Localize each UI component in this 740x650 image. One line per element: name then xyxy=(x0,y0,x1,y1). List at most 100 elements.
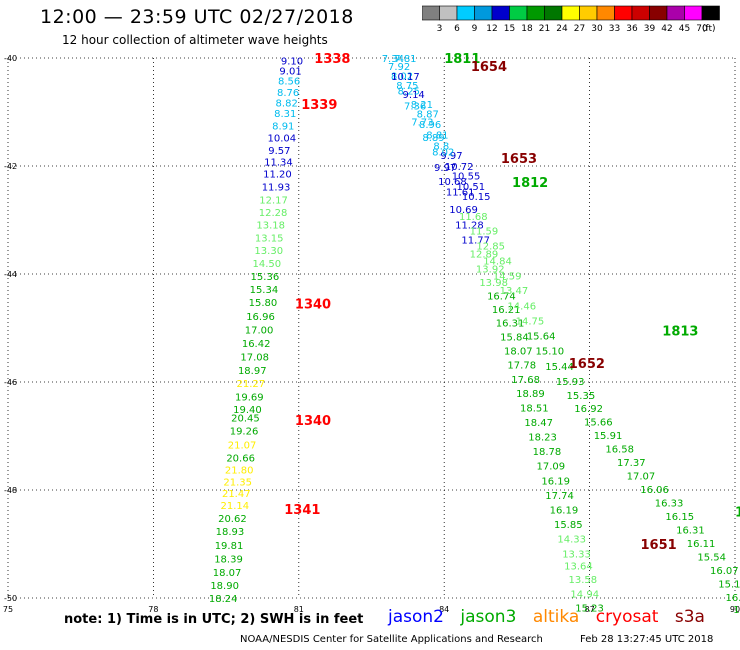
wave-height-point: 16.74 xyxy=(487,292,516,303)
color-bin-unit: (ft) xyxy=(702,24,716,34)
wave-height-point: 20.62 xyxy=(218,514,247,525)
wave-height-point: 10.72 xyxy=(445,162,474,173)
color-bin-label: 45 xyxy=(679,24,690,34)
wave-height-point: 13.30 xyxy=(254,246,283,257)
y-tick-label: -44 xyxy=(4,270,17,279)
wave-height-point: 11.28 xyxy=(455,220,484,231)
chart-subtitle: 12 hour collection of altimeter wave hei… xyxy=(62,33,328,47)
wave-height-point: 18.39 xyxy=(214,555,243,566)
wave-height-point: 13.64 xyxy=(564,562,593,573)
wave-height-point: 11.34 xyxy=(264,158,293,169)
wave-height-point: 8.56 xyxy=(278,77,300,88)
wave-height-point: 16.07 xyxy=(710,566,739,577)
wave-height-point: 11.61 xyxy=(446,187,475,198)
wave-height-point: 17.00 xyxy=(245,326,274,337)
wave-height-point: 14.94 xyxy=(570,590,599,601)
wave-height-point: 14.84 xyxy=(483,257,512,268)
wave-height-point: 21.35 xyxy=(223,477,252,488)
wave-height-point: 14.50 xyxy=(252,259,281,270)
wave-height-point: 19.81 xyxy=(215,541,244,552)
wave-height-point: 16.06 xyxy=(640,485,669,496)
wave-height-point: 8.89 xyxy=(422,133,444,144)
pass-number-label: 1811 xyxy=(444,52,480,67)
wave-height-point: 19.40 xyxy=(233,405,262,416)
wave-height-point: 12.17 xyxy=(259,195,288,206)
wave-height-point: 16.42 xyxy=(242,339,271,350)
wave-height-point: 8.76 xyxy=(277,88,299,99)
wave-height-point: 11.20 xyxy=(263,170,292,181)
color-bin-label: 6 xyxy=(454,24,460,34)
wave-height-point: 18.90 xyxy=(210,581,239,592)
color-bin-label: 70 xyxy=(696,24,708,34)
wave-height-point: 12.89 xyxy=(470,249,499,260)
wave-height-point: 13.98 xyxy=(479,278,508,289)
wave-height-point: 13.58 xyxy=(568,575,597,586)
legend-jason3: jason3 xyxy=(460,607,517,627)
wave-height-point: 18.51 xyxy=(520,403,549,414)
wave-height-point: 8.81 xyxy=(426,131,448,142)
wave-height-point: 19.26 xyxy=(230,427,259,438)
color-bin-label: 27 xyxy=(574,24,585,34)
wave-height-point: 8.02 xyxy=(432,147,454,158)
wave-height-point: 15.84 xyxy=(500,333,529,344)
credit-text: NOAA/NESDIS Center for Satellite Applica… xyxy=(240,634,543,645)
wave-height-point: 7.81 xyxy=(394,54,416,65)
generated-timestamp: Feb 28 13:27:45 UTC 2018 xyxy=(580,634,714,645)
wave-height-point: 15.64 xyxy=(527,332,556,343)
wave-height-point: 14.75 xyxy=(516,316,545,327)
wave-height-point: 18.23 xyxy=(528,433,557,444)
wave-height-point: 15.34 xyxy=(250,285,279,296)
wave-height-point: 8.02 xyxy=(391,71,413,82)
wave-height-point: 12.28 xyxy=(259,208,288,219)
x-tick-label: 75 xyxy=(3,605,13,614)
wave-height-point: 15.10 xyxy=(536,347,565,358)
wave-height-point: 18.24 xyxy=(209,594,238,605)
wave-height-point: 15.36 xyxy=(251,272,280,283)
wave-height-point: 11.68 xyxy=(459,212,488,223)
wave-height-point: 10.04 xyxy=(268,133,297,144)
wave-height-point: 10.69 xyxy=(449,205,478,216)
wave-height-point: 17.68 xyxy=(511,375,540,386)
wave-height-point: 10.17 xyxy=(391,72,420,83)
wave-height-point: 16.31 xyxy=(496,319,525,330)
wave-height-point: 16.92 xyxy=(574,404,603,415)
x-tick-label: 87 xyxy=(585,605,595,614)
chart-title: 12:00 — 23:59 UTC 02/27/2018 xyxy=(40,6,354,28)
pass-number-label: 18 xyxy=(735,506,740,521)
wave-height-point: 8.21 xyxy=(411,100,433,111)
wave-height-point: 9.57 xyxy=(268,146,290,157)
wave-height-point: 19.69 xyxy=(235,393,264,404)
pass-number-label: 1339 xyxy=(301,98,337,113)
wave-height-point: 18.47 xyxy=(524,418,553,429)
wave-height-point: 9.14 xyxy=(403,90,425,101)
wave-height-point: 15.23 xyxy=(575,604,604,615)
wave-height-point: 18.07 xyxy=(213,568,242,579)
wave-height-point: 8.96 xyxy=(419,120,441,131)
y-tick-label: -48 xyxy=(4,486,17,495)
wave-height-point: 20.66 xyxy=(226,454,255,465)
wave-height-point: 17.37 xyxy=(617,458,646,469)
color-bin-label: 36 xyxy=(626,24,638,34)
color-scale-bar: 3 6 9 12 15 18 21 24 27 30 33 36 39 42 45 70(ft) xyxy=(422,5,720,34)
wave-height-point: 16.11 xyxy=(687,539,716,550)
wave-height-point: 18.89 xyxy=(516,389,545,400)
wave-height-point: 15.44 xyxy=(545,362,574,373)
wave-height-point: 11.59 xyxy=(470,226,499,237)
wave-height-point: 15.35 xyxy=(567,391,596,402)
satellite-legend: jason2 jason3 altika cryosat s3a xyxy=(388,607,716,627)
pass-number-label: 1340 xyxy=(295,414,331,429)
wave-height-point: 15.07 xyxy=(733,605,740,616)
wave-height-point: 21.14 xyxy=(221,501,250,512)
wave-height-point: 7.92 xyxy=(388,62,410,73)
pass-number-label: 1813 xyxy=(662,325,698,340)
wave-height-point: 7.73 xyxy=(411,118,433,129)
pass-number-label: 1812 xyxy=(512,176,548,191)
x-tick-label: 90 xyxy=(730,605,740,614)
wave-height-point: 10.51 xyxy=(457,182,486,193)
x-tick-label: 84 xyxy=(439,605,449,614)
pass-number-label: 1338 xyxy=(314,52,350,67)
y-tick-label: -46 xyxy=(4,378,17,387)
wave-height-point: 13.47 xyxy=(500,286,529,297)
legend-cryosat: cryosat xyxy=(595,607,659,627)
y-tick-label: -40 xyxy=(4,54,17,63)
